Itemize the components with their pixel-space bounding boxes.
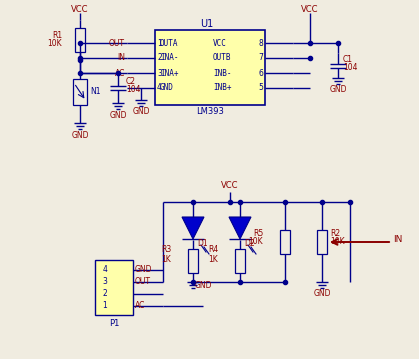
Text: R2: R2 [330,229,340,238]
Text: GND: GND [71,131,89,140]
Text: 10K: 10K [330,238,344,247]
Bar [235,249,245,273]
Text: GND: GND [109,111,127,120]
Text: INB-: INB- [213,69,232,78]
Text: 104: 104 [126,84,140,93]
Text: 5: 5 [258,84,263,93]
Text: 10K: 10K [248,238,263,247]
Text: OUTB: OUTB [213,53,232,62]
Text: IN: IN [393,236,402,244]
Text: OUT: OUT [109,38,125,47]
Text: GND: GND [329,85,347,94]
Text: GND: GND [195,280,212,289]
Bar [73,79,87,105]
Text: GND: GND [160,84,174,93]
Text: VCC: VCC [71,5,89,14]
Text: 6: 6 [258,69,263,78]
Text: R4: R4 [208,246,218,255]
Text: VCC: VCC [221,182,239,191]
Text: INA+: INA+ [160,69,178,78]
Text: C2: C2 [126,76,136,85]
Text: 4: 4 [157,84,162,93]
Text: OUTA: OUTA [160,38,178,47]
Text: 1K: 1K [208,255,218,264]
Bar [155,30,265,105]
Text: N1: N1 [90,87,101,95]
Polygon shape [229,217,251,239]
Text: VCC: VCC [301,5,319,14]
Bar [317,230,327,254]
Text: 10K: 10K [47,39,62,48]
Bar [188,249,198,273]
Text: VCC: VCC [213,38,227,47]
Text: 8: 8 [258,38,263,47]
Bar [280,230,290,254]
Text: AC: AC [115,69,125,78]
Text: R1: R1 [52,32,62,41]
Text: 104: 104 [343,62,357,71]
Text: 1: 1 [157,38,162,47]
Polygon shape [182,217,204,239]
Text: LM393: LM393 [196,107,224,117]
Text: P1: P1 [109,318,119,327]
Text: R3: R3 [161,246,171,255]
Text: GND: GND [132,107,150,117]
Text: AC: AC [135,302,145,311]
Text: 7: 7 [258,53,263,62]
Text: IN: IN [117,53,125,62]
Text: 3: 3 [103,278,107,286]
Text: GND: GND [135,266,153,275]
Text: 4: 4 [103,266,107,275]
Text: INB+: INB+ [213,84,232,93]
Text: 3: 3 [157,69,162,78]
Text: D1: D1 [197,238,208,247]
Text: U1: U1 [200,19,213,29]
Text: 2: 2 [157,53,162,62]
Text: D2: D2 [244,238,255,247]
Text: R5: R5 [253,229,263,238]
Text: C1: C1 [343,55,353,64]
Text: INA-: INA- [160,53,178,62]
Bar [95,260,133,315]
Text: 2: 2 [103,289,107,298]
Text: 1: 1 [103,302,107,311]
Bar [75,28,85,52]
Text: GND: GND [313,289,331,298]
Text: OUT: OUT [135,278,151,286]
Text: 1K: 1K [161,255,171,264]
